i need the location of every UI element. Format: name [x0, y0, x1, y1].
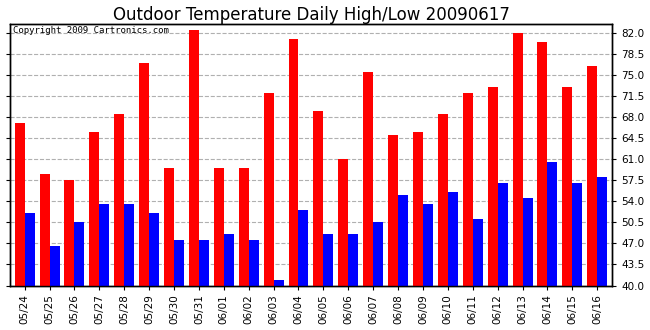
Bar: [249, 240, 259, 285]
Title: Outdoor Temperature Daily High/Low 20090617: Outdoor Temperature Daily High/Low 20090…: [112, 6, 510, 23]
Bar: [573, 183, 582, 285]
Bar: [289, 39, 298, 285]
Bar: [523, 198, 532, 285]
Bar: [99, 204, 109, 285]
Bar: [164, 168, 174, 285]
Bar: [547, 162, 558, 285]
Bar: [124, 204, 134, 285]
Bar: [463, 93, 473, 285]
Text: Copyright 2009 Cartronics.com: Copyright 2009 Cartronics.com: [13, 26, 168, 35]
Bar: [423, 204, 433, 285]
Bar: [15, 123, 25, 285]
Bar: [597, 177, 607, 285]
Bar: [363, 72, 373, 285]
Bar: [199, 240, 209, 285]
Bar: [239, 168, 249, 285]
Bar: [214, 168, 224, 285]
Bar: [413, 132, 423, 285]
Bar: [473, 219, 483, 285]
Bar: [25, 213, 34, 285]
Bar: [398, 195, 408, 285]
Bar: [90, 132, 99, 285]
Bar: [388, 135, 398, 285]
Bar: [264, 93, 274, 285]
Bar: [139, 63, 149, 285]
Bar: [40, 174, 49, 285]
Bar: [174, 240, 184, 285]
Bar: [438, 114, 448, 285]
Bar: [298, 210, 309, 285]
Bar: [339, 159, 348, 285]
Bar: [149, 213, 159, 285]
Bar: [448, 192, 458, 285]
Bar: [562, 87, 573, 285]
Bar: [324, 234, 333, 285]
Bar: [189, 30, 199, 285]
Bar: [373, 222, 383, 285]
Bar: [513, 33, 523, 285]
Bar: [538, 42, 547, 285]
Bar: [224, 234, 234, 285]
Bar: [114, 114, 124, 285]
Bar: [348, 234, 358, 285]
Bar: [587, 66, 597, 285]
Bar: [75, 222, 84, 285]
Bar: [49, 247, 60, 285]
Bar: [64, 180, 75, 285]
Bar: [488, 87, 498, 285]
Bar: [313, 111, 324, 285]
Bar: [274, 280, 283, 285]
Bar: [498, 183, 508, 285]
